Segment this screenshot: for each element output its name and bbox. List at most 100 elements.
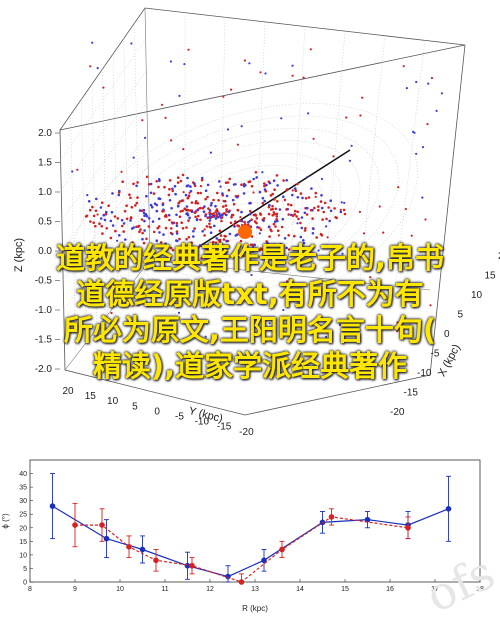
- data-point: [89, 65, 92, 68]
- z-tick-label: 0.0: [38, 246, 52, 257]
- data-point: [267, 180, 271, 183]
- 2d-series: [49, 473, 452, 585]
- data-point: [94, 224, 97, 228]
- data-point: [295, 290, 298, 293]
- data-point: [209, 231, 213, 234]
- data-point: [321, 218, 324, 221]
- z-tick-label: 2.0: [38, 128, 52, 139]
- data-point: [333, 207, 336, 210]
- data-point: [240, 210, 243, 214]
- data-point: [242, 246, 245, 250]
- data-point: [149, 203, 153, 207]
- data-point: [271, 192, 275, 196]
- data-point: [304, 227, 307, 230]
- data-point: [199, 191, 202, 195]
- data-point: [323, 201, 327, 205]
- box-edge: [59, 7, 466, 131]
- data-point: [364, 516, 371, 523]
- grid-line: [394, 40, 426, 287]
- box-edge: [59, 44, 466, 416]
- data-point: [157, 185, 160, 189]
- data-point: [153, 557, 159, 564]
- y-tick-label: 0: [154, 406, 160, 417]
- data-point: [231, 253, 235, 257]
- data-point: [221, 255, 224, 258]
- data-point: [285, 246, 288, 250]
- x-tick-label: 9: [73, 586, 77, 593]
- data-point: [258, 232, 261, 235]
- overlay-line: 道教的经典著作是老子的,帛书: [55, 241, 445, 275]
- data-point: [273, 188, 276, 191]
- data-point: [236, 195, 239, 199]
- data-point: [267, 212, 271, 216]
- data-point: [250, 184, 254, 188]
- data-point: [197, 214, 200, 218]
- data-point: [142, 211, 146, 215]
- data-point: [252, 177, 255, 181]
- data-point: [187, 236, 191, 239]
- data-point: [253, 243, 256, 247]
- data-point: [307, 196, 311, 199]
- data-point: [329, 209, 333, 213]
- data-point: [314, 191, 318, 195]
- data-point: [271, 214, 275, 217]
- data-point: [202, 210, 206, 213]
- data-point: [214, 210, 218, 213]
- data-point: [291, 189, 294, 192]
- data-point: [228, 232, 232, 236]
- data-point: [376, 290, 379, 293]
- data-point: [276, 200, 279, 203]
- data-point: [196, 191, 200, 195]
- data-point: [226, 128, 230, 131]
- data-point: [195, 218, 199, 222]
- data-point: [198, 244, 202, 247]
- data-point: [263, 188, 267, 191]
- grid-line: [102, 68, 108, 316]
- data-point: [174, 192, 177, 196]
- x-tick-label: 11: [161, 586, 168, 593]
- data-point: [99, 522, 105, 528]
- data-point: [107, 204, 110, 207]
- data-point: [91, 205, 94, 209]
- z-tick-label: -0.5: [35, 276, 53, 287]
- data-point: [205, 322, 208, 325]
- grid-line: [123, 38, 129, 288]
- data-point: [225, 251, 228, 254]
- data-point: [328, 219, 332, 223]
- data-point: [427, 82, 430, 85]
- data-point: [151, 220, 155, 223]
- data-point: [215, 250, 219, 253]
- data-point: [186, 184, 190, 187]
- grid-line: [112, 53, 119, 302]
- data-point: [194, 250, 198, 254]
- data-point: [304, 197, 308, 200]
- data-point: [231, 198, 235, 202]
- data-point: [132, 245, 136, 248]
- data-point: [272, 222, 276, 226]
- data-point: [168, 199, 172, 202]
- data-point: [94, 209, 98, 213]
- data-point: [413, 131, 416, 134]
- data-point: [181, 173, 185, 177]
- data-point: [282, 179, 285, 182]
- disk-ring: [72, 103, 418, 327]
- x-tick-label: -15: [404, 388, 419, 399]
- data-point: [262, 252, 265, 256]
- data-point: [92, 214, 96, 218]
- data-point: [163, 316, 166, 319]
- data-point: [429, 304, 432, 307]
- data-point: [415, 152, 418, 155]
- data-point: [339, 210, 343, 214]
- data-point: [186, 176, 189, 180]
- overlay-line: 道德经原版txt,有所不为有: [76, 277, 424, 311]
- data-point: [324, 335, 328, 338]
- data-point: [175, 224, 179, 228]
- disk-ring: [129, 140, 361, 290]
- data-point: [299, 235, 303, 239]
- data-point: [130, 205, 134, 209]
- data-point: [252, 191, 255, 194]
- data-point: [242, 255, 245, 258]
- data-point: [190, 201, 194, 204]
- data-point: [141, 119, 144, 122]
- data-point: [102, 213, 106, 217]
